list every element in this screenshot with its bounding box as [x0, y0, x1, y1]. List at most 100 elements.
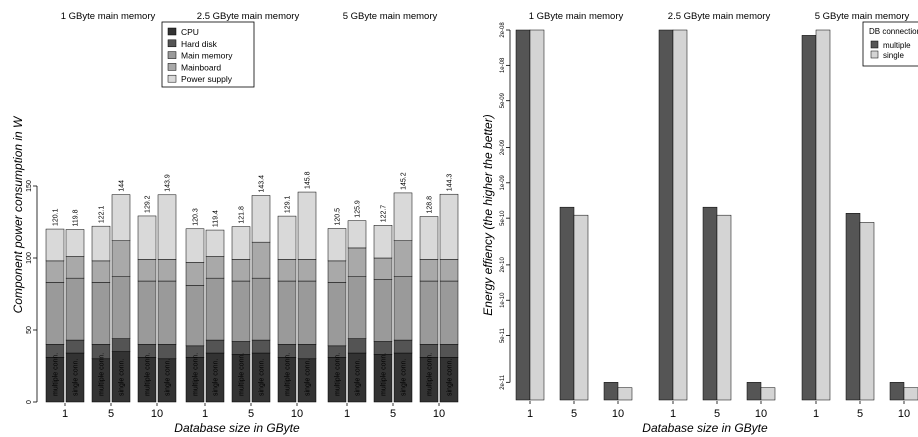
left-legend-box — [161, 21, 255, 88]
left-total-label: 120.1 — [53, 208, 60, 226]
left-total-label: 122.7 — [381, 205, 388, 223]
right-panel-title: 2.5 GByte main memory — [668, 11, 771, 22]
left-total-label: 145.2 — [401, 172, 408, 190]
left-y-axis: 0 50 100 150 — [26, 180, 38, 404]
left-bar-label: multiple conn. — [53, 353, 60, 396]
left-bar-label: multiple conn. — [427, 353, 434, 396]
left-stack-segment — [393, 276, 413, 341]
right-y-axis: 2e-08 1e-08 5e-09 2e-09 1e-09 5e-10 2e-10 1e-10… — [500, 22, 511, 390]
left-bar-label: single conn. — [305, 359, 312, 396]
left-stack-segment — [393, 240, 413, 277]
left-legend-swatch — [167, 51, 177, 59]
right-bar — [658, 29, 674, 401]
left-bar-label: single conn. — [119, 359, 126, 396]
left-y-tick-label: 100 — [26, 252, 33, 264]
left-stack-segment — [297, 280, 317, 345]
left-stack-segment — [297, 259, 317, 282]
left-stack-segment — [205, 339, 225, 354]
left-stack-segment — [231, 259, 251, 282]
left-bar-label: single conn. — [355, 359, 362, 396]
left-x-tick-label: 5 — [108, 408, 114, 420]
left-stack-segment — [231, 226, 251, 260]
left-stack-segment — [251, 277, 271, 341]
left-total-label: 119.4 — [213, 210, 220, 227]
left-total-label: 143.4 — [259, 175, 266, 193]
right-x-tick-label: 5 — [571, 408, 577, 420]
left-legend-swatch — [167, 74, 177, 83]
left-panel-title: 2.5 GByte main memory — [197, 11, 300, 22]
left-total-label: 129.2 — [145, 195, 152, 213]
left-stack-segment — [157, 259, 177, 282]
left-legend-entry: Main memory — [181, 51, 233, 61]
left-x-tick-label: 10 — [151, 408, 163, 420]
left-stack-segment — [347, 247, 367, 277]
right-y-tick-label: 5e-11 — [500, 327, 506, 343]
right-bar — [859, 222, 875, 401]
right-y-tick-label: 2e-08 — [500, 22, 506, 38]
left-y-axis-label: Component power consumption in W — [11, 115, 25, 313]
left-x-tick-label: 1 — [62, 408, 68, 420]
left-stack-segment — [347, 220, 367, 249]
right-bar — [573, 214, 589, 401]
left-stack-segment — [137, 259, 157, 282]
left-bar-label: multiple conn. — [381, 353, 388, 396]
left-legend-swatch — [167, 63, 177, 71]
right-y-tick-label: 1e-09 — [500, 174, 506, 190]
left-total-label: 121.8 — [239, 206, 246, 224]
left-stack-segment — [65, 229, 85, 257]
left-stack-segment — [45, 228, 65, 262]
right-bar — [903, 387, 918, 401]
right-panel: 1 GByte main memory 1 5 10 — [515, 11, 633, 420]
left-stack-segment — [111, 194, 131, 241]
left-stack-segment — [111, 338, 131, 352]
left-stack-segment — [157, 194, 177, 260]
left-y-tick-label: 150 — [26, 180, 33, 192]
right-y-tick-label: 1e-08 — [500, 57, 506, 73]
left-legend-entry: Mainboard — [181, 62, 221, 72]
left-total-label: 120.5 — [335, 208, 342, 226]
right-x-tick-label: 10 — [755, 408, 767, 420]
left-stack-segment — [393, 339, 413, 354]
right-chart: Energy effiency (the higher the better) … — [481, 11, 918, 435]
left-bar-label: single conn. — [213, 359, 220, 396]
right-y-axis-label: Energy effiency (the higher the better) — [481, 114, 495, 315]
right-legend-entry: single — [883, 51, 904, 60]
left-x-axis-label: Database size in GByte — [174, 421, 300, 435]
left-stack-segment — [373, 279, 393, 342]
left-x-tick-label: 5 — [248, 408, 254, 420]
right-y-tick-label: 5e-09 — [500, 92, 506, 108]
left-stack-segment — [393, 192, 413, 241]
left-bar-label: multiple conn. — [239, 353, 246, 396]
left-stack-segment — [185, 262, 205, 286]
right-bar — [716, 214, 732, 401]
left-stack-segment — [439, 259, 459, 282]
left-stack-segment — [157, 344, 177, 360]
left-legend-entry: Power supply — [181, 74, 233, 84]
left-stack-segment — [91, 282, 111, 345]
right-y-tick-label: 1e-10 — [500, 292, 506, 308]
left-stack-segment — [419, 216, 439, 260]
right-legend-title: DB connection type — [869, 27, 918, 36]
left-panel: 1 GByte main memory multiple conn. 120.1 si… — [45, 11, 177, 420]
right-panel-title: 1 GByte main memory — [529, 11, 624, 22]
left-stack-segment — [205, 229, 225, 257]
right-legend-swatch — [870, 40, 879, 49]
left-total-label: 122.1 — [99, 206, 106, 224]
left-stack-segment — [297, 344, 317, 360]
left-stack-segment — [137, 280, 157, 345]
right-bar — [760, 387, 776, 401]
left-total-label: 144 — [119, 180, 126, 192]
right-x-tick-label: 1 — [670, 408, 676, 420]
right-bar — [617, 387, 633, 401]
left-stack-segment — [157, 280, 177, 345]
right-legend-entry: multiple — [883, 41, 911, 50]
left-stack-segment — [347, 338, 367, 354]
right-bar — [815, 29, 831, 401]
right-panel: 2.5 GByte main memory 1 5 10 — [658, 11, 776, 420]
right-y-tick-label: 2e-11 — [500, 374, 506, 390]
left-x-tick-label: 1 — [202, 408, 208, 420]
